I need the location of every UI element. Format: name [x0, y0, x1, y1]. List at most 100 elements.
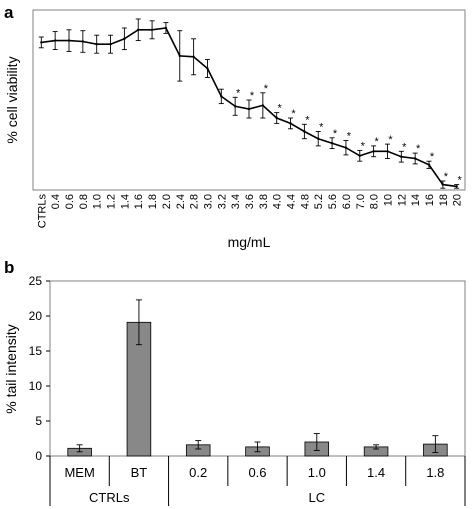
data-point-3-0 — [206, 67, 209, 70]
data-point-0-8 — [81, 40, 85, 43]
panel-a-plot-frame — [32, 9, 466, 191]
panel-b-y-axis: 0 5 10 15 20 25 — [29, 274, 50, 463]
x-tick-label: 3.6 — [244, 194, 256, 209]
x-tick-label: 1.8 — [147, 194, 159, 209]
data-point-2-8 — [192, 55, 195, 58]
data-point-10 — [386, 150, 389, 153]
x-tick-label: 4.4 — [286, 194, 298, 209]
significance-star: * — [402, 141, 407, 153]
significance-star: * — [264, 83, 269, 95]
x-tick-label: 6.0 — [341, 194, 353, 209]
data-point-3-4 — [233, 105, 237, 108]
data-point-3-2 — [220, 95, 223, 98]
data-point-5-2 — [317, 137, 320, 140]
x-tick-label: 7.0 — [355, 194, 367, 209]
significance-star: * — [388, 134, 393, 146]
significance-star: * — [291, 108, 296, 120]
data-point-1-2 — [109, 43, 112, 46]
panel-a-x-tick-labels: CTRLs 0.4 0.6 0.8 1.0 1.2 1.4 1.6 1.8 2.0 2.4 2.8 3.… — [36, 194, 463, 229]
category-label-1-0: 1.0 — [308, 465, 326, 480]
error-bar-1-8 — [432, 435, 439, 453]
x-tick-label: 1.2 — [106, 194, 118, 209]
significance-star: * — [278, 103, 283, 115]
data-point-4-4 — [289, 122, 292, 125]
error-bar-1-4 — [373, 444, 380, 450]
x-tick-label: 2.8 — [189, 194, 201, 209]
y-tick-label: 20 — [29, 309, 43, 323]
y-tick-label: 5 — [35, 414, 42, 428]
x-tick-label: 3.2 — [216, 194, 228, 209]
error-bar-1-0 — [313, 433, 320, 451]
x-tick-label: 5.2 — [313, 194, 325, 209]
panel-a-x-axis-title: mg/mL — [228, 234, 271, 250]
x-tick-label: 12 — [396, 194, 408, 206]
x-tick-label: CTRLs — [36, 194, 48, 229]
data-point-2-4 — [178, 54, 181, 58]
x-tick-label: 20 — [452, 194, 464, 206]
category-label-1-4: 1.4 — [367, 465, 385, 480]
error-bar-0-2 — [195, 440, 202, 450]
x-tick-label: 10 — [382, 194, 394, 206]
x-tick-label: 3.4 — [230, 194, 242, 209]
data-point-12 — [400, 155, 403, 158]
significance-star: * — [319, 122, 324, 134]
group-label-lc: LC — [308, 490, 325, 505]
significance-star: * — [458, 175, 463, 187]
x-tick-label: 2.4 — [175, 194, 187, 209]
significance-star: * — [416, 143, 421, 155]
significance-star: * — [361, 140, 366, 152]
panel-b-y-axis-title: % tail intensity — [3, 324, 19, 413]
error-bar-0-6 — [254, 441, 261, 453]
x-tick-label: 3.0 — [202, 194, 214, 209]
x-tick-label: 1.0 — [92, 194, 104, 209]
panel-b-category-table: MEM BT 0.2 0.6 1.0 1.4 1.8 CTRLs LC — [49, 456, 466, 506]
x-tick-label: 0.8 — [78, 194, 90, 209]
x-tick-label: 1.6 — [133, 194, 145, 209]
y-tick-label: 15 — [29, 344, 43, 358]
category-label-0-2: 0.2 — [189, 465, 207, 480]
x-tick-label: 5.6 — [327, 194, 339, 209]
group-label-ctrls: CTRLs — [89, 490, 130, 505]
panel-a-y-axis-title: % cell viability — [4, 56, 20, 143]
panel-b-plot-frame — [49, 280, 466, 457]
data-point-1-8 — [150, 28, 154, 31]
data-point-20 — [455, 185, 458, 188]
panel-b-letter: b — [4, 258, 14, 277]
significance-star: * — [333, 128, 338, 140]
x-tick-label: 8.0 — [369, 194, 381, 209]
panel-b-bars — [67, 299, 448, 457]
x-tick-label: 18 — [438, 194, 450, 206]
x-tick-label: 4.0 — [272, 194, 284, 209]
category-label-0-6: 0.6 — [248, 465, 266, 480]
significance-star: * — [444, 171, 449, 183]
data-point-4-8 — [303, 130, 306, 133]
data-point-14 — [413, 157, 417, 160]
category-label-1-8: 1.8 — [426, 465, 444, 480]
y-tick-label: 10 — [29, 379, 43, 393]
x-tick-label: 14 — [410, 194, 422, 206]
x-tick-label: 0.6 — [64, 194, 76, 209]
data-point-5-6 — [330, 142, 334, 145]
data-point-3-8 — [261, 104, 265, 107]
data-point-7-0 — [358, 154, 361, 157]
significance-star: * — [347, 131, 352, 143]
panel-a-letter: a — [4, 3, 14, 22]
significance-star: * — [374, 136, 379, 148]
significance-star: * — [430, 151, 435, 163]
data-point-1-6 — [137, 28, 140, 31]
data-point-2-0 — [164, 26, 168, 30]
data-point-ctrls — [40, 41, 43, 44]
data-point-6-0 — [344, 146, 348, 149]
data-point-3-6 — [247, 107, 251, 111]
data-point-4-0 — [275, 116, 278, 120]
x-tick-label: 4.8 — [299, 194, 311, 209]
data-point-0-4 — [53, 39, 57, 42]
data-point-1-4 — [123, 37, 126, 40]
significance-star: * — [250, 90, 255, 102]
x-tick-label: 2.0 — [161, 194, 173, 209]
data-point-1-0 — [95, 43, 98, 46]
data-point-18 — [441, 183, 445, 186]
x-tick-label: 1.4 — [119, 194, 131, 209]
significance-star: * — [305, 114, 310, 126]
